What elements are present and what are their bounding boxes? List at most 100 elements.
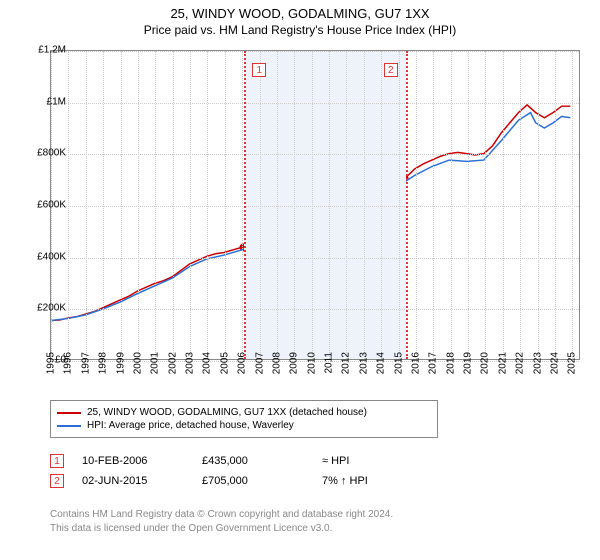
sales-row-date: 10-FEB-2006 xyxy=(82,455,202,467)
y-gridline xyxy=(51,103,579,104)
x-tick-label: 2013 xyxy=(358,352,369,374)
x-tick-label: 2021 xyxy=(497,352,508,374)
x-tick-label: 2014 xyxy=(376,352,387,374)
x-gridline xyxy=(555,51,556,359)
sales-row-price: £435,000 xyxy=(202,455,322,467)
y-tick-label: £1.2M xyxy=(38,45,66,56)
y-gridline xyxy=(51,51,579,52)
y-gridline xyxy=(51,309,579,310)
x-tick-label: 1997 xyxy=(80,352,91,374)
sales-row-badge: 2 xyxy=(50,474,64,488)
plot-area: 1995199619971998199920002001200220032004… xyxy=(50,50,580,360)
sales-row: 2 02-JUN-2015£705,0007% ↑ HPI xyxy=(50,474,580,488)
x-tick-label: 2004 xyxy=(202,352,213,374)
legend-label: 25, WINDY WOOD, GODALMING, GU7 1XX (deta… xyxy=(87,407,367,418)
x-tick-label: 2009 xyxy=(289,352,300,374)
sales-table: 1 10-FEB-2006£435,000≈ HPI 2 02-JUN-2015£70… xyxy=(50,448,580,494)
sales-row-badge: 1 xyxy=(50,454,64,468)
x-gridline xyxy=(68,51,69,359)
x-gridline xyxy=(520,51,521,359)
x-gridline xyxy=(190,51,191,359)
x-gridline xyxy=(381,51,382,359)
x-tick-label: 2000 xyxy=(132,352,143,374)
x-gridline xyxy=(538,51,539,359)
y-tick-label: £0 xyxy=(55,355,66,366)
x-gridline xyxy=(416,51,417,359)
y-tick-label: £600K xyxy=(37,200,66,211)
x-tick-label: 2017 xyxy=(428,352,439,374)
sales-row-delta: ≈ HPI xyxy=(322,455,442,467)
x-gridline xyxy=(138,51,139,359)
y-tick-label: £400K xyxy=(37,251,66,262)
x-gridline xyxy=(260,51,261,359)
sales-row-date: 02-JUN-2015 xyxy=(82,475,202,487)
x-gridline xyxy=(242,51,243,359)
x-tick-label: 2016 xyxy=(410,352,421,374)
x-tick-label: 2012 xyxy=(341,352,352,374)
x-tick-label: 2010 xyxy=(306,352,317,374)
legend-label: HPI: Average price, detached house, Wave… xyxy=(87,420,294,431)
y-gridline xyxy=(51,154,579,155)
x-gridline xyxy=(399,51,400,359)
x-gridline xyxy=(173,51,174,359)
y-gridline xyxy=(51,258,579,259)
x-gridline xyxy=(103,51,104,359)
x-gridline xyxy=(277,51,278,359)
x-tick-label: 2008 xyxy=(271,352,282,374)
x-tick-label: 2022 xyxy=(515,352,526,374)
x-gridline xyxy=(503,51,504,359)
legend-row: 25, WINDY WOOD, GODALMING, GU7 1XX (deta… xyxy=(57,407,431,418)
x-tick-label: 2025 xyxy=(567,352,578,374)
legend-row: HPI: Average price, detached house, Wave… xyxy=(57,420,431,431)
x-gridline xyxy=(468,51,469,359)
chart-container: 25, WINDY WOOD, GODALMING, GU7 1XX Price… xyxy=(0,0,600,560)
x-tick-label: 2005 xyxy=(219,352,230,374)
x-gridline xyxy=(451,51,452,359)
subtitle: Price paid vs. HM Land Registry's House … xyxy=(0,23,600,37)
x-tick-label: 2003 xyxy=(185,352,196,374)
y-tick-label: £800K xyxy=(37,148,66,159)
x-tick-label: 2011 xyxy=(324,352,335,374)
sale-marker-badge: 1 xyxy=(252,63,266,77)
sales-row: 1 10-FEB-2006£435,000≈ HPI xyxy=(50,454,580,468)
x-tick-label: 2020 xyxy=(480,352,491,374)
x-tick-label: 2019 xyxy=(463,352,474,374)
x-tick-label: 2015 xyxy=(393,352,404,374)
x-tick-label: 2001 xyxy=(150,352,161,374)
x-gridline xyxy=(294,51,295,359)
x-tick-label: 2018 xyxy=(445,352,456,374)
x-tick-label: 1998 xyxy=(98,352,109,374)
x-gridline xyxy=(207,51,208,359)
x-tick-label: 2024 xyxy=(549,352,560,374)
legend-swatch xyxy=(57,425,81,427)
y-gridline xyxy=(51,206,579,207)
x-tick-label: 2002 xyxy=(167,352,178,374)
x-gridline xyxy=(121,51,122,359)
legend-swatch xyxy=(57,412,81,414)
x-gridline xyxy=(225,51,226,359)
sale-marker-line xyxy=(244,51,246,359)
x-gridline xyxy=(433,51,434,359)
title-block: 25, WINDY WOOD, GODALMING, GU7 1XX Price… xyxy=(0,0,600,39)
x-gridline xyxy=(312,51,313,359)
legend-box: 25, WINDY WOOD, GODALMING, GU7 1XX (deta… xyxy=(50,400,438,438)
address-title: 25, WINDY WOOD, GODALMING, GU7 1XX xyxy=(0,6,600,21)
sales-row-delta: 7% ↑ HPI xyxy=(322,475,442,487)
x-gridline xyxy=(572,51,573,359)
x-gridline xyxy=(364,51,365,359)
y-tick-label: £1M xyxy=(47,96,66,107)
sales-row-price: £705,000 xyxy=(202,475,322,487)
y-tick-label: £200K xyxy=(37,303,66,314)
footer-line2: This data is licensed under the Open Gov… xyxy=(50,522,580,536)
x-gridline xyxy=(485,51,486,359)
x-gridline xyxy=(329,51,330,359)
x-gridline xyxy=(155,51,156,359)
sale-marker-badge: 2 xyxy=(384,63,398,77)
x-tick-label: 2007 xyxy=(254,352,265,374)
x-tick-label: 2023 xyxy=(532,352,543,374)
sale-marker-line xyxy=(406,51,408,359)
x-gridline xyxy=(346,51,347,359)
footer-attribution: Contains HM Land Registry data © Crown c… xyxy=(50,508,580,535)
footer-line1: Contains HM Land Registry data © Crown c… xyxy=(50,508,580,522)
x-gridline xyxy=(86,51,87,359)
